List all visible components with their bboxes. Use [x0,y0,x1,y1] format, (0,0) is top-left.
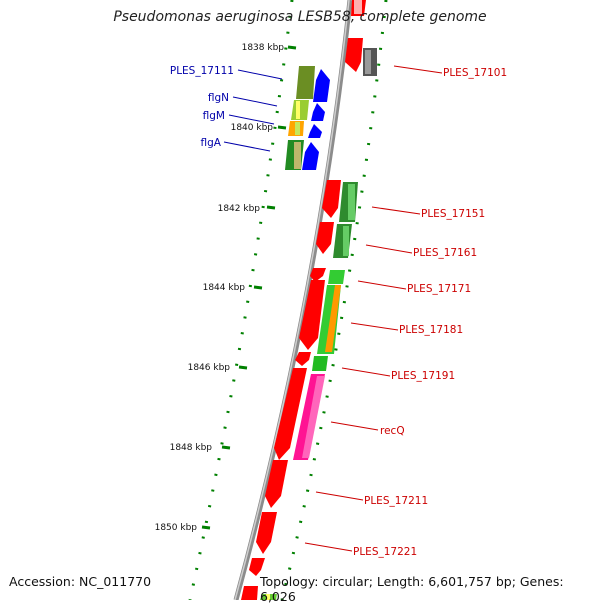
gene-label: PLES_17101 [443,67,507,79]
feature-block [343,226,349,256]
leader-lines [223,65,443,552]
cds-forward [295,352,311,366]
accession-text: Accession: NC_011770 [9,574,152,589]
tick-mark [266,205,276,210]
leader-line-right [371,206,421,215]
feature-block [328,270,345,284]
reverse-strand-features [302,69,330,170]
leader-line-right [357,280,407,290]
feature-block [333,224,352,258]
tick-label: 1838 kbp [242,43,285,53]
gene-label: PLES_17211 [364,495,428,507]
gene-label: PLES_17181 [399,324,463,336]
tick-mark [277,125,287,130]
cds-forward [274,368,307,460]
leader-line-right [330,421,379,431]
gene-label: PLES_17221 [353,546,417,558]
leader-line-right [365,244,413,254]
gene-label: flgA [201,137,222,149]
leader-line-right [393,65,443,74]
feature-block [312,356,328,371]
leader-line-right [315,491,364,501]
map-title: Pseudomonas aeruginosa LESB58, complete … [113,9,487,25]
gene-label: PLES_17171 [407,283,471,295]
leader-line-left [228,114,275,125]
outer-dotted-tracks [188,0,388,600]
feature-block [325,285,341,352]
tick-mark [287,45,297,50]
feature-block [294,142,301,169]
cds-forward [256,512,277,554]
cds-reverse [311,103,325,121]
cds-forward [241,586,258,600]
gene-label: recQ [380,425,405,437]
genome-backbone-highlight [234,0,350,600]
tick-label: 1850 kbp [155,523,198,533]
cds-reverse [313,69,330,102]
cds-forward [265,460,288,508]
feature-block [296,66,315,99]
kbp-tick-marks [201,45,297,530]
leader-line-right [304,542,353,552]
gene-label: PLES_17191 [391,370,455,382]
tick-label: 1844 kbp [203,283,246,293]
tick-label: 1846 kbp [188,363,231,373]
left-dotted-track [188,0,294,600]
leader-line-left [223,141,271,152]
tick-mark [238,365,248,370]
cds-forward [316,222,334,254]
cds-forward [345,38,363,72]
cds-forward [249,558,265,576]
cds-forward [310,268,326,282]
gene-label: flgM [203,110,225,122]
cds-forward [322,180,341,218]
feature-block [266,594,270,600]
gene-label: PLES_17111 [170,65,234,77]
genome-backbone [233,0,353,600]
gene-labels-left: PLES_17111 flgN flgM flgA [170,65,234,149]
tick-label: 1842 kbp [218,204,261,214]
feature-block [296,101,300,119]
cds-forward [299,280,325,350]
kbp-tick-labels: 1838 kbp 1840 kbp 1842 kbp 1844 kbp 1846… [155,43,285,533]
gene-label: flgN [208,92,229,104]
tick-label: 1840 kbp [231,123,274,133]
tick-mark [253,285,263,290]
leader-line-right [341,367,391,377]
feature-block [365,50,371,74]
gene-label: PLES_17161 [413,247,477,259]
gene-label: PLES_17151 [421,208,485,220]
feature-block [295,122,300,135]
leader-line-right [350,322,399,331]
leader-line-left [232,96,278,107]
cds-reverse [308,124,322,138]
feature-columns [260,48,377,600]
feature-block [348,184,355,220]
cds-forward-highlight [354,0,362,14]
tick-mark [201,525,211,530]
feature-block [302,376,325,458]
tick-mark [221,445,231,450]
gene-labels-right: PLES_17101 PLES_17151 PLES_17161 PLES_17… [353,67,507,558]
cds-reverse [302,142,319,170]
tick-label: 1848 kbp [170,443,213,453]
leader-line-left [237,69,283,80]
